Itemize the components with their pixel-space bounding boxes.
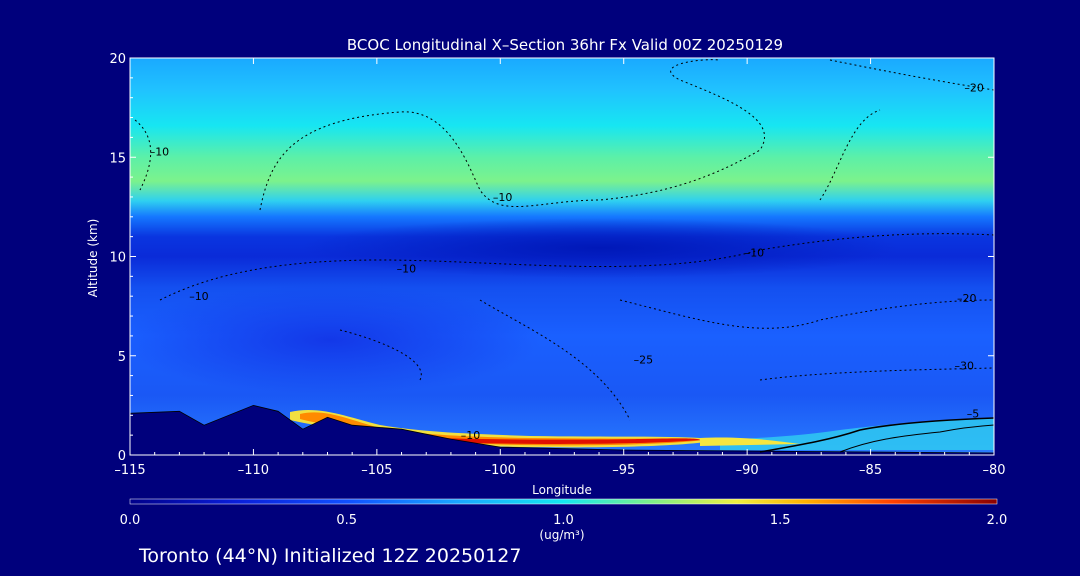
y-axis-label: Altitude (km) [86, 219, 100, 298]
contour-label: –10 [189, 290, 209, 303]
x-axis: –115 –110 –105 –100 –95 –90 –85 –80 [114, 58, 1006, 478]
colorbar-tick-label: 1.0 [553, 513, 574, 528]
y-tick-label: 10 [109, 251, 126, 266]
dark-band [300, 218, 900, 278]
x-axis-label: Longitude [532, 483, 592, 497]
x-tick-label: –80 [982, 463, 1005, 478]
x-tick-label: –85 [859, 463, 882, 478]
contour-label: –25 [634, 354, 654, 367]
contour-label: –10 [150, 145, 170, 158]
colorbar-tick-label: 0.5 [336, 513, 357, 528]
contour-label: –10 [745, 247, 765, 260]
colorbar-ticks: 0.0 0.5 1.0 1.5 2.0 [120, 513, 1008, 528]
contour-lines [134, 59, 994, 453]
x-tick-label: –110 [238, 463, 269, 478]
y-tick-label: 5 [118, 350, 126, 365]
contour-labels: –10 –20 –10 –10 –10 –10 –20 –25 –30 –10 –5 [150, 82, 984, 442]
plume-east [720, 418, 994, 450]
colorbar [129, 498, 998, 505]
contour-label: –30 [955, 360, 975, 373]
y-tick-label: 15 [109, 151, 126, 166]
x-tick-label: –90 [736, 463, 759, 478]
y-tick-label: 20 [109, 52, 126, 67]
x-tick-label: –115 [114, 463, 145, 478]
terrain-shape [129, 404, 995, 456]
colorbar-tick-label: 2.0 [987, 513, 1008, 528]
contour-label: –10 [461, 429, 481, 442]
plume-red [440, 438, 700, 444]
x-tick-label: –95 [612, 463, 635, 478]
chart-title: BCOC Longitudinal X–Section 36hr Fx Vali… [347, 36, 783, 54]
y-axis: 0 5 10 15 20 [109, 52, 994, 464]
contour-label: –20 [964, 82, 984, 95]
x-tick-label: –105 [361, 463, 392, 478]
terrain [129, 404, 995, 456]
contour-label: –10 [397, 262, 417, 275]
colorbar-tick-label: 1.5 [770, 513, 791, 528]
x-tick-label: –100 [485, 463, 516, 478]
plume-east-yellow [700, 437, 800, 446]
colorbar-tick-label: 0.0 [120, 513, 141, 528]
y-tick-label: 0 [118, 449, 126, 464]
contour-label: –20 [957, 292, 977, 305]
concentration-field [130, 58, 994, 455]
low-blob [130, 285, 540, 395]
footer-location-text: Toronto (44°N) Initialized 12Z 20250127 [138, 545, 522, 567]
contour-label: –10 [493, 191, 513, 204]
colorbar-unit-label: (ug/m³) [539, 528, 584, 542]
contour-label: –5 [967, 407, 980, 420]
